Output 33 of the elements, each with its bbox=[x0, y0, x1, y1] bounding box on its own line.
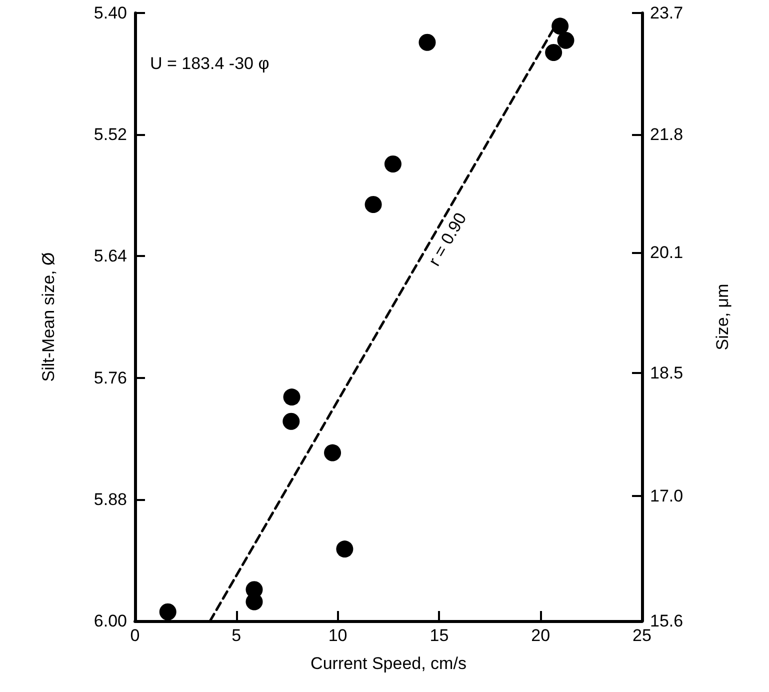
point bbox=[418, 34, 436, 51]
point bbox=[364, 196, 382, 214]
y-tick-label: 5.40 bbox=[94, 4, 127, 22]
x-axis-title: Current Speed, cm/s bbox=[310, 654, 466, 673]
x-tick-label: 15 bbox=[430, 626, 449, 645]
y-axis-title: Silt-Mean size, Ø bbox=[39, 252, 58, 382]
y2-tick-label: 20.1 bbox=[650, 243, 684, 262]
y-tick-label: 5.76 bbox=[94, 368, 127, 388]
x-tick-label: 20 bbox=[531, 626, 550, 645]
point bbox=[336, 540, 354, 558]
point bbox=[282, 412, 300, 430]
x-tick-label: 0 bbox=[130, 626, 140, 645]
y2-tick-label: 18.5 bbox=[650, 364, 684, 383]
point bbox=[545, 44, 562, 62]
point bbox=[557, 32, 574, 49]
x-tick-label: 10 bbox=[328, 626, 348, 645]
y-tick-label: 5.52 bbox=[94, 125, 127, 144]
y-tick-label: 6.00 bbox=[94, 612, 127, 630]
y-tick-label: 5.88 bbox=[94, 490, 127, 509]
y2-tick-label: 17.0 bbox=[650, 486, 684, 506]
x-tick-label: 5 bbox=[232, 626, 242, 645]
y2-axis-title: Size, μm bbox=[713, 284, 732, 350]
point bbox=[384, 155, 402, 172]
y-tick-label: 5.64 bbox=[94, 246, 127, 266]
point bbox=[552, 18, 569, 35]
y2-tick-label: 21.8 bbox=[650, 124, 684, 144]
y2-tick-label: 23.7 bbox=[650, 4, 684, 22]
y2-tick-label: 15.6 bbox=[650, 612, 684, 630]
point bbox=[283, 388, 300, 406]
annotation: U = 183.4 -30 φ bbox=[150, 54, 270, 73]
x-tick-label: 25 bbox=[632, 626, 652, 645]
point bbox=[159, 603, 176, 620]
point bbox=[324, 444, 342, 462]
